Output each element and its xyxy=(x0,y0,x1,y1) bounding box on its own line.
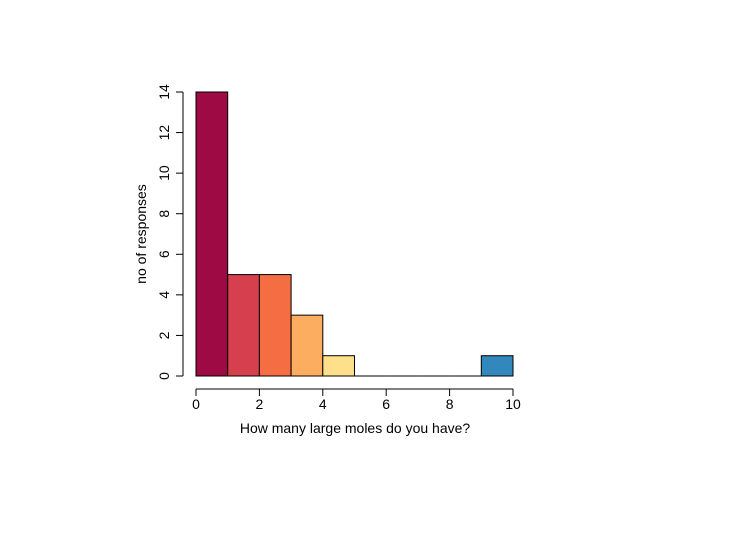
histogram-bar xyxy=(227,274,260,377)
y-tick-label: 4 xyxy=(156,291,172,299)
y-tick-label: 8 xyxy=(156,210,172,218)
x-tick-label: 0 xyxy=(192,396,200,412)
x-tick-label: 8 xyxy=(446,396,454,412)
y-tick-label: 12 xyxy=(156,125,172,141)
y-axis-title: no of responses xyxy=(133,184,149,284)
x-axis: 0 2 4 6 8 10 xyxy=(192,388,521,412)
y-tick-label: 2 xyxy=(156,331,172,339)
x-tick-label: 4 xyxy=(319,396,327,412)
y-tick-label: 6 xyxy=(156,250,172,258)
bars-group xyxy=(195,91,514,377)
y-tick-label: 14 xyxy=(156,84,172,100)
y-axis: 0 2 4 6 8 10 12 14 xyxy=(156,84,184,380)
x-axis-title: How many large moles do you have? xyxy=(240,420,471,436)
y-tick-label: 0 xyxy=(156,372,172,380)
histogram-bar xyxy=(322,355,355,377)
histogram-bar xyxy=(480,355,514,377)
histogram-bar xyxy=(195,91,229,377)
histogram-bar xyxy=(258,274,292,377)
x-tick-label: 6 xyxy=(382,396,390,412)
histogram-bar xyxy=(290,314,324,377)
y-tick-label: 10 xyxy=(156,165,172,181)
x-tick-label: 2 xyxy=(256,396,264,412)
x-tick-label: 10 xyxy=(505,396,521,412)
